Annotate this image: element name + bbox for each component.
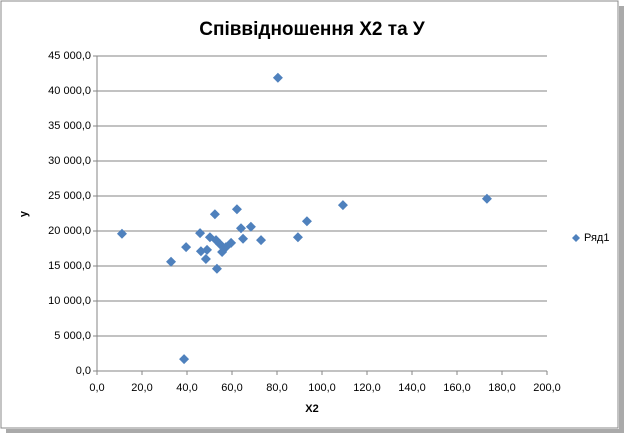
point xyxy=(272,72,283,83)
point xyxy=(195,228,206,239)
x-axis-title: Х2 xyxy=(305,403,318,415)
point xyxy=(209,209,220,220)
x-tick-label: 60,0 xyxy=(221,382,242,394)
x-tick-label: 140,0 xyxy=(398,382,426,394)
x-tick-label: 100,0 xyxy=(308,382,336,394)
point xyxy=(245,221,256,232)
y-tick-label: 20 000,0 xyxy=(48,225,91,237)
point xyxy=(116,228,127,239)
y-tick-label: 40 000,0 xyxy=(48,85,91,97)
point xyxy=(238,233,249,244)
chart-frame xyxy=(0,0,619,429)
point xyxy=(181,242,192,253)
point xyxy=(256,235,267,246)
chart-title: Співвідношення Х2 та У xyxy=(199,19,425,40)
point xyxy=(202,244,213,255)
shadow xyxy=(6,429,624,433)
y-tick-label: 5 000,0 xyxy=(54,330,91,342)
y-axis-title: у xyxy=(18,210,30,217)
point xyxy=(231,204,242,215)
x-tick-label: 20,0 xyxy=(131,382,152,394)
point xyxy=(292,232,303,243)
legend-marker xyxy=(572,234,580,242)
point xyxy=(179,354,190,365)
y-tick-label: 45 000,0 xyxy=(48,50,91,62)
point xyxy=(337,200,348,211)
point xyxy=(166,256,177,267)
point xyxy=(301,216,312,227)
x-tick-label: 120,0 xyxy=(353,382,381,394)
point xyxy=(211,263,222,274)
y-tick-label: 30 000,0 xyxy=(48,155,91,167)
point xyxy=(226,237,237,248)
x-tick-label: 200,0 xyxy=(533,382,561,394)
y-tick-label: 10 000,0 xyxy=(48,295,91,307)
y-tick-label: 0,0 xyxy=(76,365,91,377)
point xyxy=(236,223,246,234)
shadow xyxy=(619,6,624,431)
x-tick-label: 80,0 xyxy=(266,382,287,394)
x-tick-label: 180,0 xyxy=(488,382,516,394)
legend-label: Ряд1 xyxy=(584,232,609,244)
x-tick-label: 40,0 xyxy=(176,382,197,394)
point xyxy=(481,193,492,204)
point xyxy=(200,254,211,264)
y-tick-label: 35 000,0 xyxy=(48,120,91,132)
x-tick-label: 160,0 xyxy=(443,382,471,394)
y-tick-label: 15 000,0 xyxy=(48,260,91,272)
y-tick-label: 25 000,0 xyxy=(48,190,91,202)
x-tick-label: 0,0 xyxy=(89,382,104,394)
